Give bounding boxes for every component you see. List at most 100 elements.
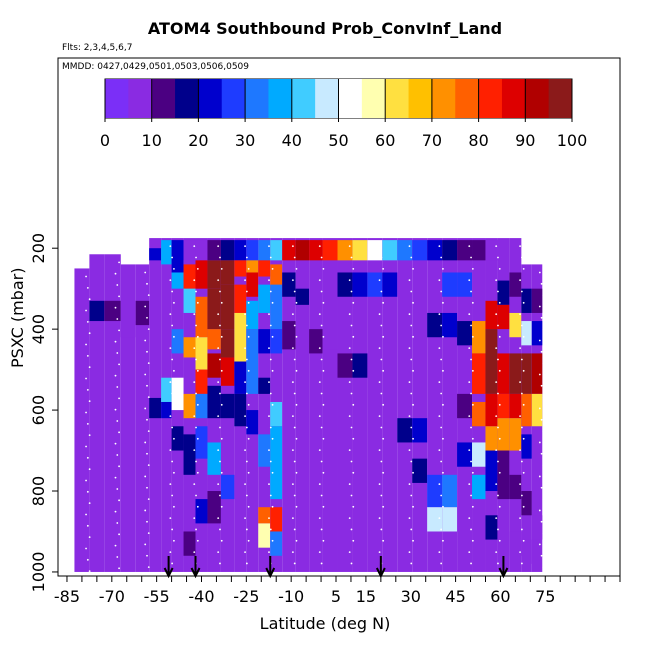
heatmap-cell bbox=[149, 397, 162, 419]
track-dot bbox=[219, 494, 221, 497]
track-dot bbox=[88, 434, 91, 437]
heatmap-cell bbox=[509, 418, 522, 451]
track-dot bbox=[88, 366, 91, 369]
heatmap-cell bbox=[195, 499, 208, 524]
track-dot bbox=[412, 539, 414, 542]
track-dot bbox=[538, 543, 541, 546]
track-dot bbox=[293, 290, 296, 293]
track-dot bbox=[196, 369, 199, 372]
track-dot bbox=[147, 430, 150, 433]
track-dot bbox=[269, 460, 272, 463]
track-dot bbox=[173, 403, 175, 406]
track-dot bbox=[244, 483, 246, 486]
track-dot bbox=[438, 245, 441, 248]
track-dot bbox=[468, 279, 471, 282]
colorbar-segment bbox=[151, 79, 176, 118]
track-dot bbox=[219, 358, 221, 361]
track-dot bbox=[196, 437, 199, 440]
track-dot bbox=[85, 377, 87, 380]
track-dot bbox=[538, 339, 541, 342]
track-dot bbox=[519, 415, 521, 418]
track-dot bbox=[352, 403, 355, 406]
track-dot bbox=[217, 245, 220, 248]
heatmap-cell bbox=[531, 321, 543, 346]
heatmap-cell bbox=[322, 240, 338, 261]
track-dot bbox=[86, 558, 89, 561]
colorbar-tick-label: 70 bbox=[422, 131, 442, 150]
track-dot bbox=[295, 369, 298, 372]
track-dot bbox=[318, 347, 321, 350]
track-dot bbox=[412, 335, 414, 338]
track-dot bbox=[144, 339, 147, 342]
heatmap-column bbox=[120, 264, 136, 572]
track-dot bbox=[410, 324, 413, 327]
track-dot bbox=[440, 290, 443, 293]
heatmap-cells bbox=[74, 238, 543, 572]
track-dot bbox=[540, 384, 543, 387]
heatmap-cell bbox=[207, 491, 221, 524]
track-dot bbox=[271, 335, 274, 338]
heatmap-cell bbox=[457, 442, 473, 467]
heatmap-cell bbox=[322, 329, 338, 350]
heatmap-cell bbox=[183, 264, 196, 289]
track-dot bbox=[219, 290, 221, 293]
track-dot bbox=[116, 556, 119, 558]
track-dot bbox=[538, 475, 541, 478]
track-dot bbox=[116, 318, 119, 320]
heatmap-cell bbox=[485, 393, 498, 427]
track-dot bbox=[245, 494, 248, 497]
track-dot bbox=[380, 392, 383, 395]
track-dot bbox=[542, 532, 545, 535]
track-dot bbox=[144, 509, 147, 512]
track-dot bbox=[118, 567, 120, 570]
track-dot bbox=[147, 498, 150, 501]
track-dot bbox=[378, 517, 381, 520]
heatmap-cell bbox=[531, 353, 543, 394]
track-dot bbox=[85, 411, 87, 414]
track-dot bbox=[542, 294, 545, 297]
track-dot bbox=[86, 490, 89, 493]
track-dot bbox=[442, 471, 444, 474]
heatmap-cell bbox=[457, 393, 473, 419]
track-dot bbox=[86, 286, 89, 289]
track-dot bbox=[271, 471, 274, 474]
track-dot bbox=[217, 279, 220, 282]
track-dot bbox=[195, 426, 197, 429]
colorbar-segment bbox=[548, 79, 573, 118]
track-dot bbox=[217, 381, 220, 384]
track-dot bbox=[269, 494, 272, 497]
track-dot bbox=[497, 528, 499, 531]
track-dot bbox=[352, 335, 355, 338]
track-dot bbox=[408, 483, 411, 486]
heatmap-cell bbox=[442, 474, 458, 508]
heatmap-cell bbox=[521, 434, 532, 459]
heatmap-cell bbox=[183, 393, 196, 419]
heatmap-cell bbox=[367, 240, 383, 261]
track-dot bbox=[85, 479, 87, 482]
track-dot bbox=[442, 437, 444, 440]
track-dot bbox=[195, 494, 197, 497]
track-dot bbox=[497, 256, 499, 259]
track-dot bbox=[410, 494, 413, 497]
heatmap-cell bbox=[309, 329, 323, 354]
track-dot bbox=[408, 245, 411, 248]
track-dot bbox=[245, 562, 248, 565]
colorbar-segment bbox=[128, 79, 153, 118]
track-dot bbox=[350, 494, 353, 497]
heatmap-cell bbox=[220, 393, 235, 419]
track-dot bbox=[412, 471, 414, 474]
heatmap-cell bbox=[427, 474, 443, 508]
track-dot bbox=[497, 358, 499, 361]
heatmap-cell bbox=[497, 393, 510, 419]
track-dot bbox=[318, 551, 321, 554]
heatmap-column bbox=[352, 238, 368, 572]
track-dot bbox=[538, 271, 541, 274]
heatmap-cell bbox=[282, 321, 296, 350]
heatmap-cell bbox=[270, 426, 283, 500]
heatmap-cell bbox=[195, 393, 208, 419]
x-tick-label: -40 bbox=[188, 587, 214, 606]
track-dot bbox=[293, 358, 296, 361]
track-dot bbox=[86, 524, 89, 527]
heatmap-cell bbox=[472, 240, 486, 261]
heatmap-cell bbox=[367, 272, 383, 297]
